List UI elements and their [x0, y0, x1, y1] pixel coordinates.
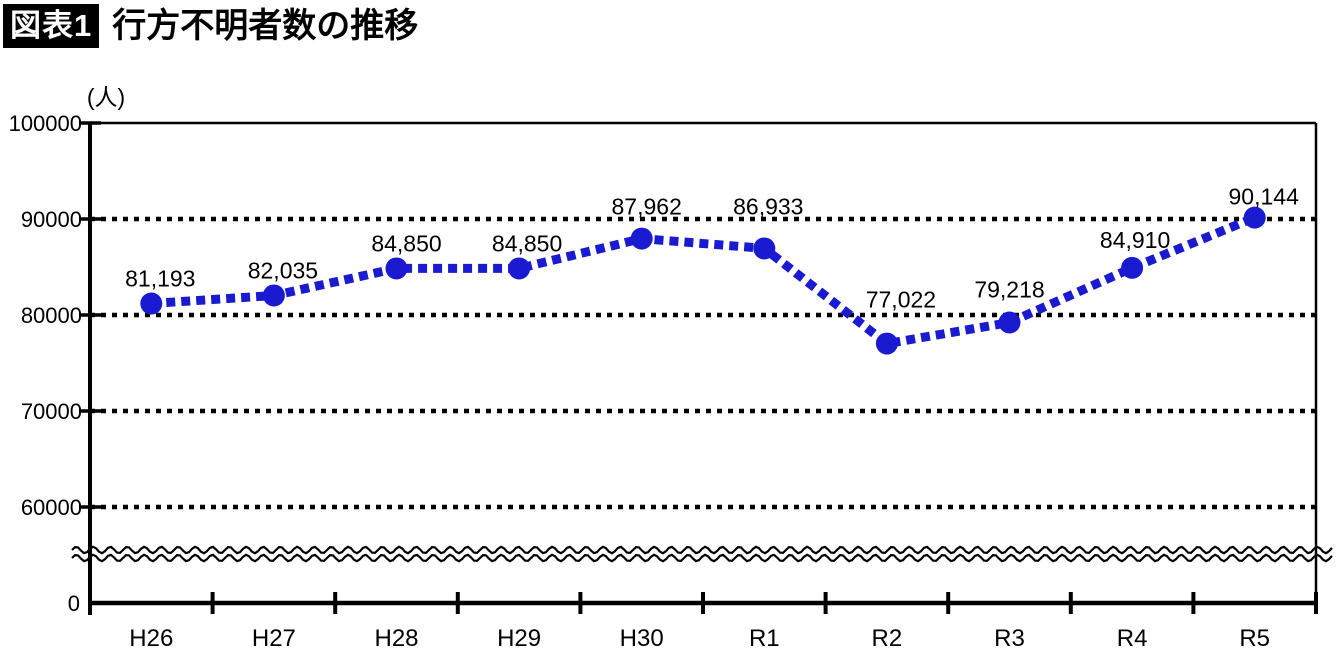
data-point: [140, 292, 163, 315]
data-label: 79,218: [974, 277, 1044, 303]
x-axis-category-label: H27: [252, 625, 296, 652]
y-axis-tick-label: 60000: [21, 495, 82, 520]
data-point: [875, 332, 898, 355]
data-point: [1243, 206, 1266, 229]
y-axis-tick-label: 90000: [21, 207, 82, 232]
x-axis-category-label: R2: [872, 625, 903, 652]
data-label: 84,850: [492, 230, 562, 256]
series-line: [151, 213, 1257, 349]
data-point: [508, 257, 531, 280]
x-axis-category-label: H30: [620, 625, 664, 652]
data-label: 86,933: [733, 193, 803, 219]
y-axis-tick-label: 80000: [21, 303, 82, 328]
data-label: 82,035: [248, 258, 318, 284]
data-point: [262, 284, 285, 307]
data-point: [1121, 256, 1144, 279]
axis-break-wave: [71, 553, 1333, 563]
data-label: 90,144: [1229, 184, 1300, 210]
y-axis-tick-label: 100000: [9, 111, 82, 136]
data-point: [630, 227, 653, 250]
x-axis-category-label: R1: [749, 625, 780, 652]
data-label: 87,962: [612, 194, 682, 220]
x-axis-category-label: H26: [129, 625, 173, 652]
chart-title: 行方不明者数の推移: [112, 7, 419, 45]
data-label: 84,850: [371, 230, 441, 256]
x-axis-category-label: R4: [1117, 625, 1148, 652]
chart-header: 図表1 行方不明者数の推移: [3, 4, 418, 48]
data-point: [998, 311, 1021, 334]
x-axis-category-label: R3: [994, 625, 1025, 652]
data-label: 84,910: [1100, 227, 1170, 253]
data-point: [753, 237, 776, 260]
axis-break-wave: [71, 545, 1333, 555]
figure-number-badge: 図表1: [3, 4, 100, 48]
y-axis-tick-label: 70000: [21, 399, 82, 424]
x-axis-category-label: R5: [1239, 625, 1270, 652]
y-axis-unit-label: (人): [87, 84, 125, 110]
data-label: 77,022: [866, 287, 936, 313]
x-axis-category-label: H28: [374, 625, 418, 652]
x-axis-category-label: H29: [497, 625, 541, 652]
y-axis-origin-label: 0: [68, 591, 80, 616]
data-label: 81,193: [125, 266, 195, 292]
data-point: [385, 257, 408, 280]
